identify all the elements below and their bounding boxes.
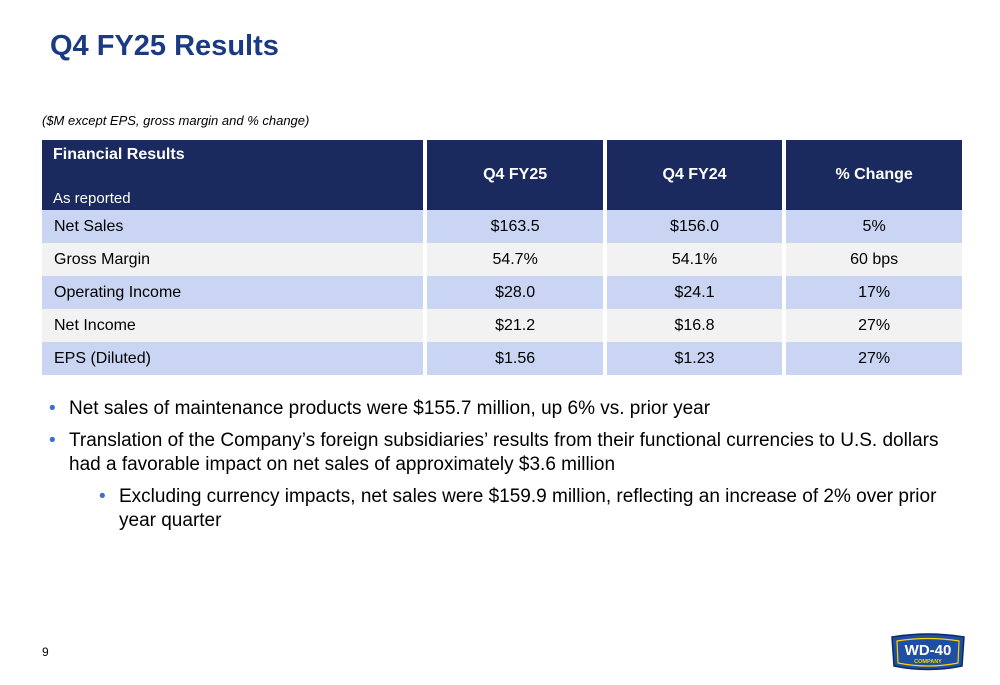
table-row: Net Income $21.2 $16.8 27% xyxy=(42,309,962,342)
table-row: EPS (Diluted) $1.56 $1.23 27% xyxy=(42,342,962,375)
table-row: Operating Income $28.0 $24.1 17% xyxy=(42,276,962,309)
wd40-logo: WD-40 COMPANY xyxy=(891,633,965,671)
bullet-item: Translation of the Company’s foreign sub… xyxy=(45,429,965,477)
table-header-row: Financial Results As reported Q4 FY25 Q4… xyxy=(42,140,962,210)
header-q4fy24: Q4 FY24 xyxy=(606,140,783,210)
cell-q4fy24: $24.1 xyxy=(606,276,783,309)
cell-q4fy25: $28.0 xyxy=(427,276,603,309)
header-q4fy25: Q4 FY25 xyxy=(427,140,603,210)
bullet-item: Net sales of maintenance products were $… xyxy=(45,397,965,421)
cell-q4fy25: $21.2 xyxy=(427,309,603,342)
cell-change: 5% xyxy=(786,210,962,243)
bullet-list: Net sales of maintenance products were $… xyxy=(45,397,965,541)
cell-change: 17% xyxy=(786,276,962,309)
cell-change: 27% xyxy=(786,342,962,375)
svg-text:COMPANY: COMPANY xyxy=(914,659,942,665)
row-label: EPS (Diluted) xyxy=(42,342,424,375)
row-label: Net Income xyxy=(42,309,424,342)
units-note: ($M except EPS, gross margin and % chang… xyxy=(42,113,310,128)
cell-q4fy25: 54.7% xyxy=(427,243,603,276)
table-row: Gross Margin 54.7% 54.1% 60 bps xyxy=(42,243,962,276)
row-label: Net Sales xyxy=(42,210,424,243)
row-label: Gross Margin xyxy=(42,243,424,276)
slide-title: Q4 FY25 Results xyxy=(50,30,279,62)
cell-q4fy24: $156.0 xyxy=(606,210,783,243)
svg-text:WD-40: WD-40 xyxy=(905,642,952,659)
header-sublabel: As reported xyxy=(53,190,131,207)
table-row: Net Sales $163.5 $156.0 5% xyxy=(42,210,962,243)
header-financial-results: Financial Results As reported xyxy=(42,140,424,210)
header-label: Financial Results xyxy=(53,146,185,163)
cell-q4fy25: $163.5 xyxy=(427,210,603,243)
cell-change: 60 bps xyxy=(786,243,962,276)
cell-q4fy25: $1.56 xyxy=(427,342,603,375)
cell-q4fy24: $1.23 xyxy=(606,342,783,375)
cell-q4fy24: 54.1% xyxy=(606,243,783,276)
cell-change: 27% xyxy=(786,309,962,342)
header-change: % Change xyxy=(786,140,962,210)
sub-bullet-item: Excluding currency impacts, net sales we… xyxy=(95,485,965,533)
financial-results-table: Financial Results As reported Q4 FY25 Q4… xyxy=(38,140,966,375)
page-number: 9 xyxy=(42,645,49,659)
cell-q4fy24: $16.8 xyxy=(606,309,783,342)
row-label: Operating Income xyxy=(42,276,424,309)
